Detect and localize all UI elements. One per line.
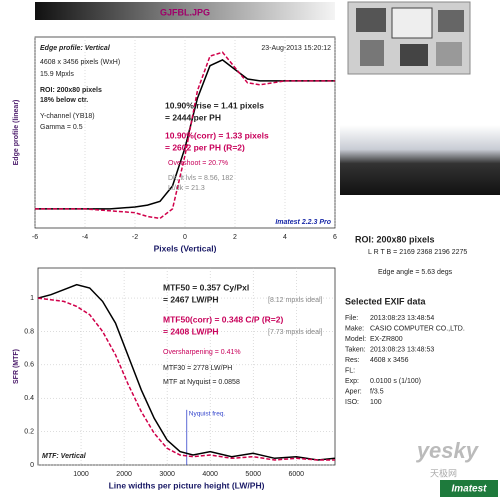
x-tick-label: 5000 bbox=[245, 471, 261, 478]
annotation: MTF30 = 2778 LW/PH bbox=[163, 365, 232, 372]
annotation: 23-Aug-2013 15:20:12 bbox=[261, 45, 331, 52]
y-tick-label: 1 bbox=[30, 295, 34, 302]
nyquist-label: Nyquist freq. bbox=[189, 410, 226, 417]
annotation: 4608 x 3456 pixels (WxH) bbox=[40, 59, 120, 66]
annotation: Imatest 2.2.3 Pro bbox=[275, 219, 331, 226]
chart-title: Edge profile: Vertical bbox=[40, 45, 111, 52]
exif-key: Res: bbox=[345, 357, 359, 364]
annotation: MTF at Nyquist = 0.0858 bbox=[163, 379, 240, 386]
x-tick-label: -2 bbox=[132, 234, 138, 241]
x-tick-label: 2000 bbox=[116, 471, 132, 478]
annotation: [7.73 mpxls ideal] bbox=[268, 329, 323, 336]
x-tick-label: 2 bbox=[233, 234, 237, 241]
annotation: Oversharpening = 0.41% bbox=[163, 349, 241, 356]
exif-key: File: bbox=[345, 315, 358, 322]
header-bar bbox=[35, 2, 335, 20]
y-axis-label: SFR (MTF) bbox=[13, 349, 20, 384]
y-tick-label: 0.2 bbox=[24, 428, 34, 435]
logo-box bbox=[440, 480, 498, 497]
exif-value: 0.0100 s (1/100) bbox=[370, 378, 421, 385]
exif-key: Taken: bbox=[345, 346, 366, 353]
exif-value: f/3.5 bbox=[370, 388, 384, 395]
x-tick-label: 4 bbox=[283, 234, 287, 241]
exif-title: Selected EXIF data bbox=[345, 296, 427, 306]
exif-key: Make: bbox=[345, 325, 364, 332]
y-tick-label: 0.4 bbox=[24, 395, 34, 402]
exif-value: 2013:08:23 13:48:53 bbox=[370, 346, 434, 353]
x-axis-label: Line widths per picture height (LW/PH) bbox=[109, 480, 265, 490]
annotation: = 2467 LW/PH bbox=[163, 294, 219, 304]
file-title: GJFBL.JPG bbox=[160, 7, 210, 17]
exif-value: EX-ZR800 bbox=[370, 336, 403, 343]
exif-table: File: 2013:08:23 13:48:54 Make: CASIO COMPU… bbox=[345, 315, 465, 406]
exif-value: CASIO COMPUTER CO.,LTD. bbox=[370, 325, 465, 332]
series-line bbox=[37, 283, 336, 461]
annotation: 18% below ctr. bbox=[40, 97, 88, 104]
annotation: 15.9 Mpxls bbox=[40, 71, 74, 78]
x-axis-label: Pixels (Vertical) bbox=[154, 243, 217, 253]
annotation: = 2408 LW/PH bbox=[163, 326, 219, 336]
x-tick-label: 1000 bbox=[73, 471, 89, 478]
annotation: ROI: 200x80 pixels bbox=[40, 87, 102, 94]
x-tick-label: -6 bbox=[32, 234, 38, 241]
thumbnail bbox=[347, 1, 471, 75]
roi-title: ROI: 200x80 pixels bbox=[355, 234, 435, 244]
watermark: 天极网 bbox=[430, 467, 457, 478]
exif-value: 100 bbox=[370, 399, 382, 406]
annotation: = 2602 per PH (R=2) bbox=[165, 142, 245, 152]
annotation: MTF50(corr) = 0.348 C/P (R=2) bbox=[163, 314, 283, 324]
annotation: Lt/dk = 21.3 bbox=[168, 185, 205, 192]
exif-key: Exp: bbox=[345, 378, 359, 385]
annotation: Gamma = 0.5 bbox=[40, 124, 83, 131]
y-tick-label: 0 bbox=[30, 462, 34, 469]
annotation: [8.12 mpxls ideal] bbox=[268, 297, 323, 304]
watermark: yesky bbox=[416, 438, 480, 463]
edge-angle: Edge angle = 5.63 degs bbox=[378, 269, 453, 276]
series-line bbox=[37, 297, 335, 461]
exif-key: ISO: bbox=[345, 399, 359, 406]
y-tick-label: 0.6 bbox=[24, 362, 34, 369]
x-tick-label: 4000 bbox=[202, 471, 218, 478]
annotation: MTF50 = 0.357 Cy/Pxl bbox=[163, 282, 249, 292]
exif-value: 2013:08:23 13:48:54 bbox=[370, 315, 434, 322]
series-line bbox=[35, 51, 335, 220]
annotation: 10.90% rise = 1.41 pixels bbox=[165, 100, 264, 110]
logo: Imatest bbox=[451, 484, 487, 495]
annotation: = 2444 per PH bbox=[165, 112, 221, 122]
x-tick-label: 6000 bbox=[288, 471, 304, 478]
exif-key: Model: bbox=[345, 336, 366, 343]
annotation: 10.90%(corr) = 1.33 pixels bbox=[165, 130, 269, 140]
exif-key: Aper: bbox=[345, 388, 362, 395]
x-tick-label: -4 bbox=[82, 234, 88, 241]
chart-title: MTF: Vertical bbox=[42, 453, 87, 460]
annotation: Y-channel (YB18) bbox=[40, 113, 95, 120]
exif-value: 4608 x 3456 bbox=[370, 357, 409, 364]
x-tick-label: 6 bbox=[333, 234, 337, 241]
edge-image bbox=[340, 125, 500, 195]
annotation: Dk, lt lvls = 8.56, 182 bbox=[168, 175, 233, 182]
annotation: Overshoot = 20.7% bbox=[168, 160, 228, 167]
exif-key: FL: bbox=[345, 367, 355, 374]
roi-lrtb: L R T B = 2169 2368 2196 2275 bbox=[368, 249, 467, 256]
y-tick-label: 0.8 bbox=[24, 328, 34, 335]
x-tick-label: 3000 bbox=[159, 471, 175, 478]
y-axis-label: Edge profile (linear) bbox=[13, 100, 20, 166]
x-tick-label: 0 bbox=[183, 234, 187, 241]
